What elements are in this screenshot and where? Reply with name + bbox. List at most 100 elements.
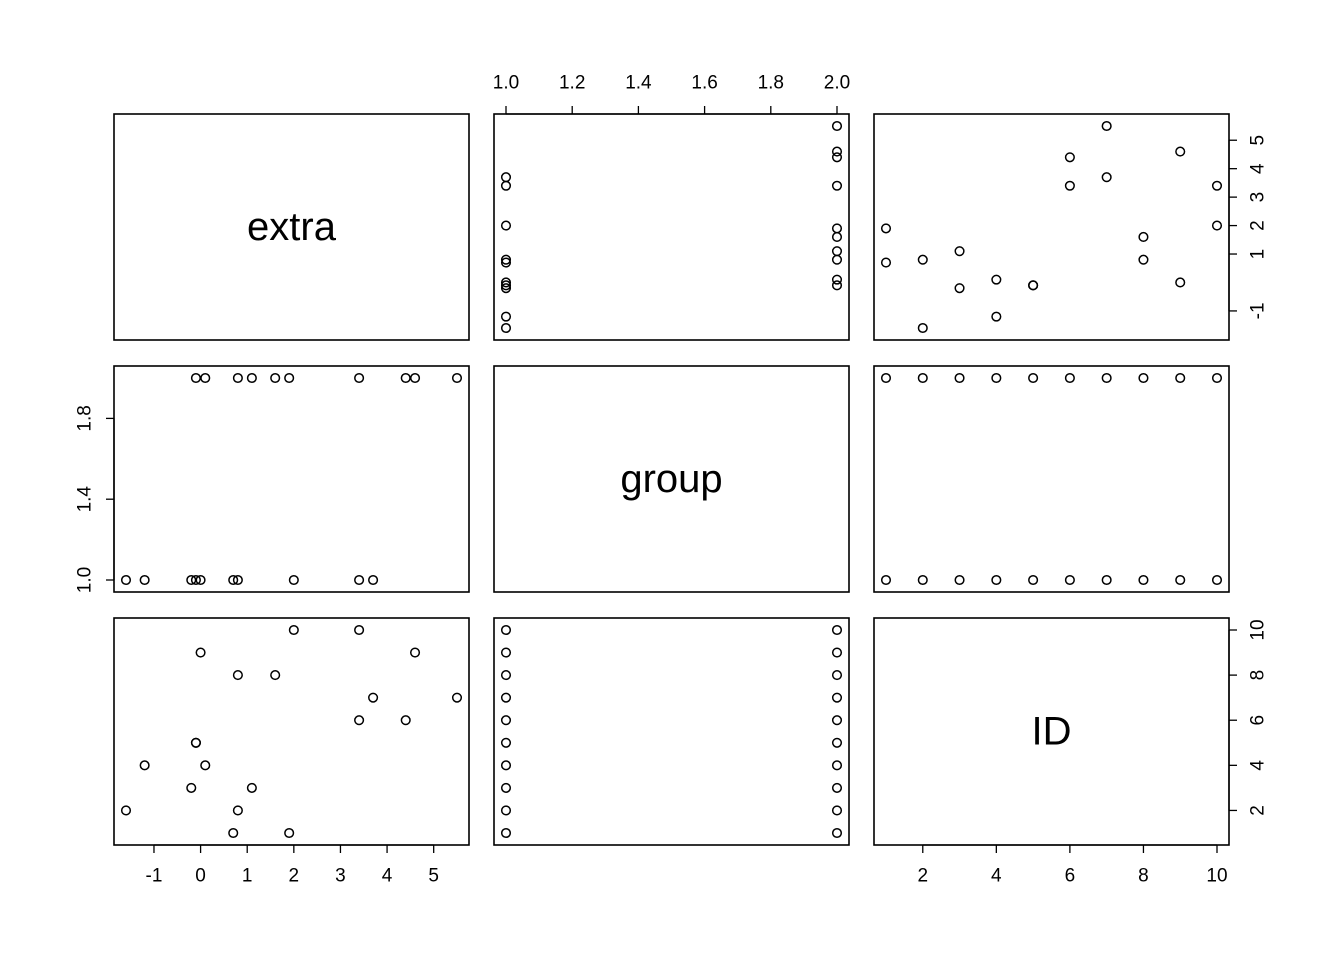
point-group-vs-id [1175, 372, 1186, 384]
point-group-vs-id [1028, 372, 1039, 384]
point-extra-vs-group [831, 152, 843, 163]
point-group-vs-id [917, 372, 928, 384]
variable-labels: extra group ID [247, 205, 1071, 754]
bottom-axis-extra-tick-label: 3 [335, 866, 346, 887]
point-group-vs-id [1211, 372, 1223, 384]
bottom-axis-extra-tick-label: -1 [146, 866, 163, 887]
bottom-axis-id-tick-label: 8 [1138, 866, 1149, 887]
left-axis-group-tick-label: 1.4 [75, 486, 96, 513]
point-id-vs-extra [190, 737, 201, 748]
point-id-vs-group [500, 805, 512, 816]
point-extra-vs-id [1064, 152, 1075, 163]
point-group-vs-extra [120, 574, 132, 586]
point-id-vs-group [500, 692, 512, 703]
point-group-vs-id [1064, 372, 1075, 384]
point-id-vs-group [831, 760, 843, 771]
point-id-vs-group [831, 737, 843, 748]
point-group-vs-extra [232, 372, 243, 384]
point-extra-vs-group [831, 120, 843, 132]
point-extra-vs-group [831, 254, 843, 265]
left-axis-group-tick-label: 1.0 [75, 567, 96, 593]
right-axis-extra-tick-label: 2 [1248, 220, 1269, 231]
panel-extra-vs-extra [113, 113, 470, 341]
point-group-vs-id [1101, 574, 1112, 586]
point-id-vs-extra [368, 692, 379, 703]
point-id-vs-group [831, 827, 843, 839]
right-axis-extra-tick-label: 3 [1248, 192, 1269, 203]
point-extra-vs-group [831, 274, 843, 285]
point-group-vs-id [954, 372, 965, 384]
point-extra-vs-group [831, 231, 843, 243]
point-id-vs-group [831, 805, 843, 816]
point-extra-vs-id [1028, 280, 1039, 291]
point-group-vs-extra [354, 372, 365, 384]
point-extra-vs-id [954, 283, 965, 294]
point-id-vs-extra [270, 670, 281, 681]
point-extra-vs-group [831, 223, 843, 234]
right-axis-id-tick-label: 10 [1248, 619, 1269, 640]
point-extra-vs-id [991, 311, 1002, 322]
point-extra-vs-id [917, 322, 928, 334]
point-id-vs-extra [354, 624, 365, 636]
matrix-axes: 1.0 1.2 1.4 1.6 1.8 2.0 -1 0 1 2 3 4 5 2 4 6 8 10 1.0 1.4 1.… [75, 73, 1269, 887]
point-extra-vs-group [831, 280, 843, 291]
panel-extra-vs-group [493, 113, 850, 341]
point-id-vs-extra [284, 827, 295, 839]
point-id-vs-extra [409, 647, 421, 658]
panel-group-vs-group [493, 365, 850, 593]
point-extra-vs-group [831, 246, 843, 257]
bottom-axis-id-tick-label: 6 [1065, 866, 1076, 887]
point-extra-vs-id [1175, 146, 1186, 157]
point-group-vs-id [880, 574, 892, 586]
right-axis-id-tick-label: 8 [1248, 670, 1269, 681]
point-id-vs-group [500, 737, 512, 748]
point-group-vs-id [1138, 574, 1149, 586]
bottom-axis-id-tick-label: 10 [1206, 866, 1227, 887]
point-extra-vs-group [500, 311, 512, 322]
point-group-vs-extra [368, 574, 379, 586]
point-group-vs-extra [190, 574, 201, 586]
point-group-vs-id [1175, 574, 1186, 586]
bottom-axis-extra-tick-label: 5 [428, 866, 439, 887]
point-id-vs-extra [232, 805, 243, 816]
panel-group-vs-id [873, 365, 1230, 593]
point-extra-vs-group [500, 220, 512, 231]
point-extra-vs-group [500, 322, 512, 334]
point-extra-vs-group [831, 146, 843, 157]
point-extra-vs-group [831, 180, 843, 191]
point-id-vs-extra [200, 760, 211, 771]
point-id-vs-group [831, 647, 843, 658]
matrix-points [120, 120, 1223, 839]
right-axis-extra-tick-label: 5 [1248, 135, 1269, 146]
point-group-vs-extra [270, 372, 281, 384]
top-axis-group-tick-label: 1.0 [493, 73, 519, 94]
point-extra-vs-id [1211, 220, 1223, 231]
point-extra-vs-group [500, 180, 512, 191]
point-extra-vs-group [500, 280, 512, 291]
point-id-vs-extra [120, 805, 132, 816]
bottom-axis-id-tick-label: 4 [991, 866, 1002, 887]
point-group-vs-extra [228, 574, 239, 586]
point-id-vs-group [831, 782, 843, 793]
point-group-vs-extra [195, 574, 206, 586]
point-group-vs-extra [288, 574, 299, 586]
top-axis-group-tick-label: 1.6 [691, 73, 717, 94]
point-group-vs-extra [400, 372, 411, 384]
point-extra-vs-id [1138, 231, 1149, 243]
point-extra-vs-group [500, 254, 512, 265]
point-group-vs-extra [246, 372, 257, 384]
point-id-vs-group [831, 670, 843, 681]
point-extra-vs-id [954, 246, 965, 257]
point-id-vs-extra [246, 782, 257, 793]
point-id-vs-extra [288, 624, 299, 636]
point-group-vs-id [1028, 574, 1039, 586]
point-id-vs-group [500, 782, 512, 793]
panel-id-vs-extra [113, 617, 470, 846]
point-group-vs-extra [451, 372, 463, 384]
panel-id-vs-group [493, 617, 850, 846]
point-id-vs-extra [354, 715, 365, 726]
point-group-vs-id [1138, 372, 1149, 384]
point-id-vs-extra [139, 760, 150, 771]
diagonal-label-extra: extra [247, 205, 337, 249]
